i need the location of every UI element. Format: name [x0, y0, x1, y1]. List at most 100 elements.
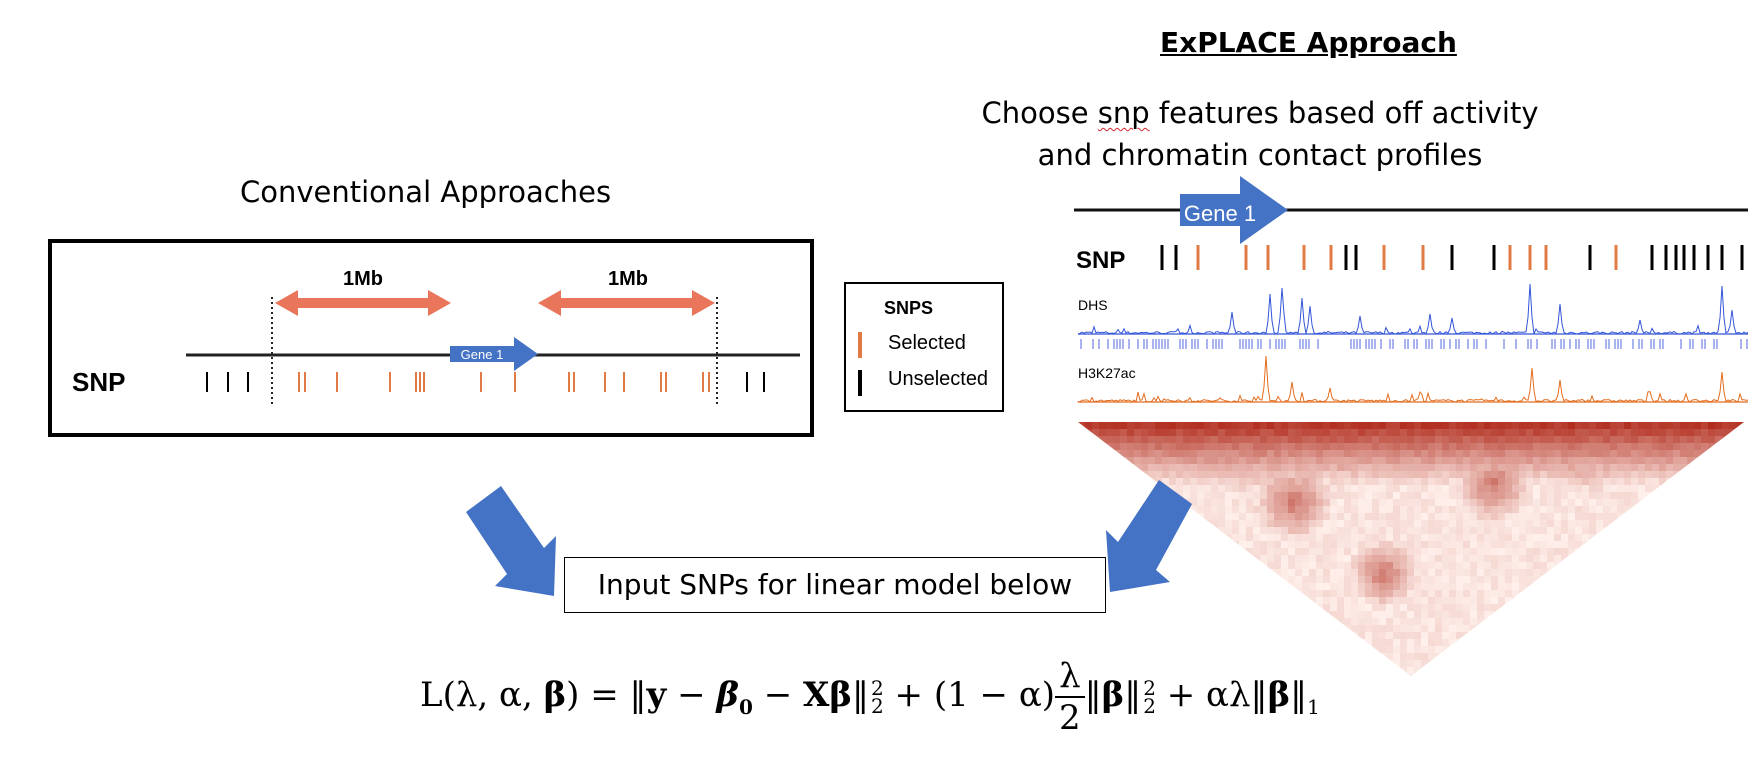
hic-cell: [1148, 457, 1155, 464]
dhs-peak: [1569, 339, 1571, 349]
hic-cell: [1337, 422, 1344, 429]
hic-cell: [1323, 534, 1330, 541]
hic-cell: [1204, 485, 1211, 492]
hic-cell: [1477, 562, 1484, 569]
hic-cell: [1624, 653, 1631, 660]
hic-cell: [1428, 527, 1435, 534]
hic-cell: [1491, 499, 1498, 506]
hic-cell: [1148, 660, 1155, 667]
hic-cell: [1358, 548, 1365, 555]
hic-cell: [1225, 569, 1232, 576]
hic-cell: [1729, 674, 1736, 676]
hic-cell: [1239, 639, 1246, 646]
hic-cell: [1288, 569, 1295, 576]
hic-cell: [1127, 457, 1134, 464]
hic-cell: [1078, 653, 1085, 660]
hic-cell: [1610, 639, 1617, 646]
hic-cell: [1603, 653, 1610, 660]
hic-cell: [1232, 562, 1239, 569]
hic-cell: [1309, 527, 1316, 534]
hic-cell: [1596, 562, 1603, 569]
hic-cell: [1330, 590, 1337, 597]
hic-cell: [1232, 513, 1239, 520]
hic-cell: [1400, 562, 1407, 569]
hic-cell: [1610, 478, 1617, 485]
hic-cell: [1197, 660, 1204, 667]
hic-cell: [1379, 562, 1386, 569]
hic-cell: [1372, 499, 1379, 506]
hic-cell: [1456, 464, 1463, 471]
hic-cell: [1218, 520, 1225, 527]
hic-cell: [1701, 492, 1708, 499]
hic-cell: [1694, 653, 1701, 660]
hic-cell: [1365, 611, 1372, 618]
hic-cell: [1652, 667, 1659, 674]
hic-cell: [1330, 471, 1337, 478]
hic-cell: [1428, 520, 1435, 527]
hic-cell: [1477, 590, 1484, 597]
hic-cell: [1169, 653, 1176, 660]
formula-beta-4: β: [1267, 675, 1291, 715]
hic-cell: [1463, 506, 1470, 513]
hic-cell: [1316, 583, 1323, 590]
hic-cell: [1491, 569, 1498, 576]
hic-cell: [1204, 464, 1211, 471]
hic-cell: [1701, 471, 1708, 478]
hic-cell: [1400, 485, 1407, 492]
hic-cell: [1120, 520, 1127, 527]
hic-cell: [1358, 527, 1365, 534]
hic-cell: [1351, 618, 1358, 625]
hic-cell: [1162, 429, 1169, 436]
hic-cell: [1365, 604, 1372, 611]
hic-cell: [1239, 625, 1246, 632]
hic-cell: [1435, 457, 1442, 464]
hic-cell: [1736, 583, 1743, 590]
hic-cell: [1743, 597, 1744, 604]
subtitle-line-2: and chromatin contact profiles: [1037, 138, 1483, 172]
hic-cell: [1736, 639, 1743, 646]
hic-cell: [1176, 555, 1183, 562]
hic-cell: [1512, 625, 1519, 632]
hic-cell: [1708, 450, 1715, 457]
hic-cell: [1449, 457, 1456, 464]
hic-cell: [1722, 485, 1729, 492]
hic-cell: [1680, 562, 1687, 569]
hic-cell: [1295, 653, 1302, 660]
hic-cell: [1379, 632, 1386, 639]
hic-cell: [1722, 646, 1729, 653]
hic-cell: [1183, 527, 1190, 534]
hic-cell: [1687, 583, 1694, 590]
hic-cell: [1316, 534, 1323, 541]
hic-cell: [1085, 548, 1092, 555]
hic-cell: [1540, 646, 1547, 653]
hic-cell: [1078, 604, 1085, 611]
hic-cell: [1743, 569, 1744, 576]
hic-cell: [1078, 492, 1085, 499]
hic-cell: [1736, 513, 1743, 520]
hic-cell: [1645, 527, 1652, 534]
hic-cell: [1169, 590, 1176, 597]
hic-cell: [1281, 674, 1288, 676]
hic-cell: [1407, 646, 1414, 653]
hic-cell: [1092, 436, 1099, 443]
hic-cell: [1645, 632, 1652, 639]
hic-cell: [1204, 597, 1211, 604]
hic-cell: [1575, 639, 1582, 646]
hic-cell: [1449, 597, 1456, 604]
hic-cell: [1386, 520, 1393, 527]
hic-cell: [1127, 632, 1134, 639]
hic-cell: [1470, 597, 1477, 604]
hic-cell: [1533, 436, 1540, 443]
hic-cell: [1463, 646, 1470, 653]
hic-cell: [1463, 429, 1470, 436]
hic-cell: [1603, 436, 1610, 443]
hic-cell: [1575, 618, 1582, 625]
hic-cell: [1582, 653, 1589, 660]
hic-cell: [1701, 611, 1708, 618]
hic-cell: [1554, 527, 1561, 534]
hic-cell: [1547, 590, 1554, 597]
hic-cell: [1505, 464, 1512, 471]
hic-cell: [1134, 639, 1141, 646]
hic-cell: [1330, 618, 1337, 625]
